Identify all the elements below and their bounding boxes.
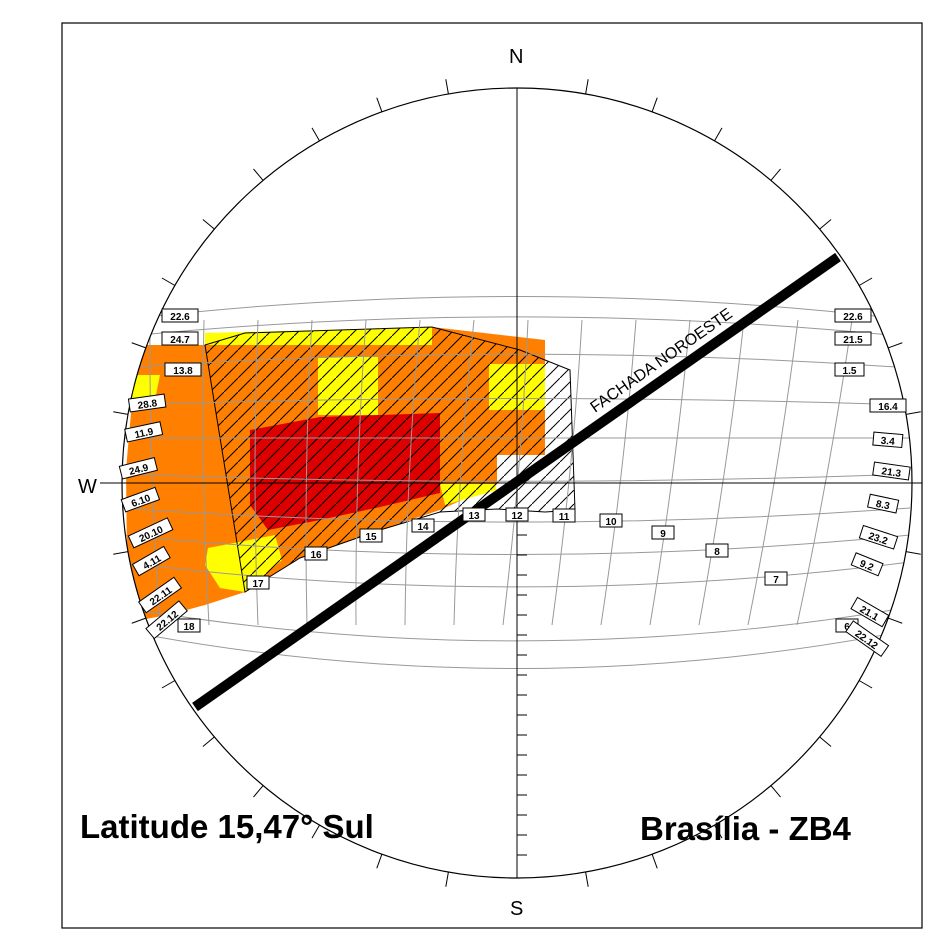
svg-text:11.9: 11.9 (134, 426, 155, 441)
hour-label: 7 (764, 571, 788, 586)
north-label: N (509, 46, 523, 68)
hour-label: 9 (651, 525, 675, 540)
city-caption: Brasília - ZB4 (640, 810, 851, 847)
date-label-west: 11.9 (124, 421, 164, 443)
svg-text:13.8: 13.8 (173, 366, 193, 377)
hour-label: 12 (505, 507, 529, 522)
svg-text:22.6: 22.6 (843, 312, 863, 323)
hour-label: 18 (177, 618, 201, 633)
svg-text:24.9: 24.9 (128, 462, 150, 477)
shading-mask (126, 326, 576, 620)
date-label-east: 1.5 (834, 362, 865, 377)
svg-text:11: 11 (559, 512, 570, 523)
hour-label: 17 (246, 575, 270, 590)
svg-text:21.3: 21.3 (881, 466, 902, 480)
hour-label: 8 (705, 543, 729, 558)
hour-label: 11 (552, 508, 576, 523)
date-label-west: 13.8 (164, 362, 202, 377)
svg-text:3.4: 3.4 (880, 436, 895, 448)
date-label-east: 3.4 (872, 431, 904, 449)
date-label-east: 21.5 (834, 331, 872, 346)
hour-label: 16 (304, 546, 328, 561)
date-label-west: 24.7 (161, 331, 199, 346)
hour-label: 10 (599, 513, 623, 528)
svg-text:21.5: 21.5 (843, 335, 863, 346)
svg-text:8: 8 (714, 547, 720, 558)
svg-text:24.7: 24.7 (170, 335, 190, 346)
date-label-west: 28.8 (127, 393, 167, 413)
svg-text:17: 17 (252, 579, 264, 590)
date-label-east: 9.2 (850, 552, 884, 577)
hour-label: 14 (411, 518, 435, 533)
svg-text:22.6: 22.6 (170, 312, 190, 323)
svg-text:10: 10 (605, 517, 617, 528)
svg-text:13: 13 (468, 511, 480, 522)
date-label-east: 16.4 (869, 398, 907, 413)
svg-text:1.5: 1.5 (843, 366, 857, 377)
latitude-caption: Latitude 15,47° Sul (80, 808, 374, 845)
south-label: S (510, 898, 523, 920)
svg-text:16.4: 16.4 (878, 402, 898, 413)
date-label-west: 24.9 (118, 457, 159, 480)
date-label-east: 21.3 (872, 461, 911, 481)
svg-text:9: 9 (660, 529, 666, 540)
svg-text:8.3: 8.3 (875, 499, 891, 513)
hour-label: 13 (462, 507, 486, 522)
svg-text:7: 7 (773, 575, 779, 586)
date-label-west: 22.11 (137, 576, 183, 614)
svg-text:15: 15 (365, 532, 377, 543)
svg-text:9.2: 9.2 (858, 558, 875, 574)
azimuth-ticks (113, 79, 921, 887)
facade-line (192, 252, 841, 712)
chart-labels: 18 17 16 15 14 13 12 11 10 9 8 7 6 22.6 24.7 13.8 28.8 11… (118, 308, 911, 657)
hour-label: 15 (359, 528, 383, 543)
svg-text:16: 16 (310, 550, 322, 561)
date-label-east: 8.3 (866, 493, 900, 514)
west-label: W (78, 476, 97, 498)
date-label-east: 22.6 (834, 308, 872, 323)
svg-text:18: 18 (183, 622, 195, 633)
svg-text:6: 6 (844, 622, 850, 633)
svg-text:12: 12 (511, 511, 523, 522)
hatch-region (204, 326, 576, 593)
date-label-west: 22.6 (161, 308, 199, 323)
south-ticks (517, 514, 527, 856)
svg-text:14: 14 (417, 522, 429, 533)
sun-path-grid (122, 296, 911, 669)
svg-text:28.8: 28.8 (137, 398, 158, 412)
